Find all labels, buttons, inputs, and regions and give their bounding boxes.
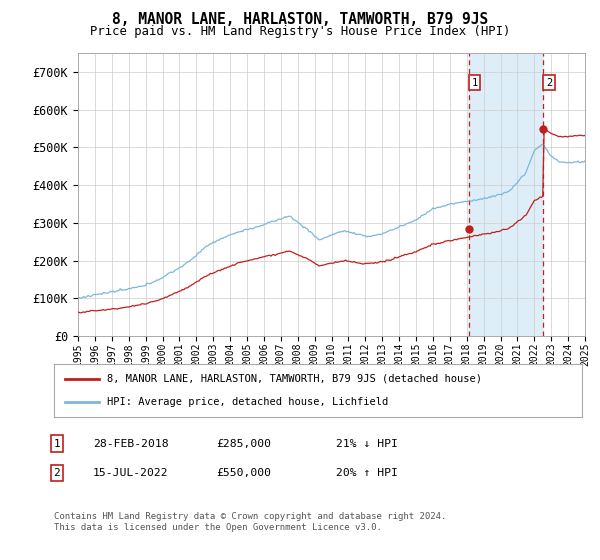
Text: Price paid vs. HM Land Registry's House Price Index (HPI): Price paid vs. HM Land Registry's House … <box>90 25 510 38</box>
Text: 15-JUL-2022: 15-JUL-2022 <box>93 468 169 478</box>
Text: 8, MANOR LANE, HARLASTON, TAMWORTH, B79 9JS: 8, MANOR LANE, HARLASTON, TAMWORTH, B79 … <box>112 12 488 27</box>
Text: 2: 2 <box>53 468 61 478</box>
Text: 21% ↓ HPI: 21% ↓ HPI <box>336 438 398 449</box>
Text: HPI: Average price, detached house, Lichfield: HPI: Average price, detached house, Lich… <box>107 397 388 407</box>
Text: £285,000: £285,000 <box>216 438 271 449</box>
Text: 28-FEB-2018: 28-FEB-2018 <box>93 438 169 449</box>
Text: 1: 1 <box>472 78 478 88</box>
Text: Contains HM Land Registry data © Crown copyright and database right 2024.
This d: Contains HM Land Registry data © Crown c… <box>54 512 446 532</box>
Bar <box>469 53 544 336</box>
Text: 2: 2 <box>546 78 552 88</box>
Text: 1: 1 <box>53 438 61 449</box>
Text: £550,000: £550,000 <box>216 468 271 478</box>
Text: 8, MANOR LANE, HARLASTON, TAMWORTH, B79 9JS (detached house): 8, MANOR LANE, HARLASTON, TAMWORTH, B79 … <box>107 374 482 384</box>
Text: 20% ↑ HPI: 20% ↑ HPI <box>336 468 398 478</box>
